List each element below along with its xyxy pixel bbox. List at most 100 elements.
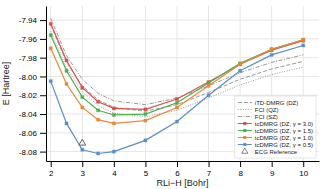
x-tick-mark bbox=[145, 161, 146, 167]
point bbox=[175, 97, 178, 100]
y-tick: -8.04 bbox=[19, 110, 46, 119]
y-tick: -7.98 bbox=[19, 54, 46, 63]
point bbox=[65, 82, 68, 85]
point bbox=[207, 81, 210, 84]
legend-item: tcDMRG (DZ, γ = 1.0) bbox=[238, 135, 313, 141]
legend-item: FCI (SZ) bbox=[238, 114, 278, 120]
x-tick-label: 3 bbox=[81, 169, 86, 178]
y-tick-label: -8.08 bbox=[19, 148, 38, 157]
series bbox=[79, 139, 86, 145]
x-tick-label: 2 bbox=[49, 169, 54, 178]
y-tick-label: -8.02 bbox=[19, 91, 38, 100]
point bbox=[112, 150, 115, 153]
grid-line-y bbox=[46, 20, 319, 21]
x-tick-mark bbox=[272, 161, 273, 167]
legend-item: tcDMRG (DZ, γ = 0.5) bbox=[238, 142, 313, 148]
point bbox=[81, 96, 84, 99]
legend-label: tcDMRG (DZ, γ = 1.0) bbox=[255, 135, 313, 141]
x-tick-mark bbox=[303, 161, 304, 167]
legend-swatch bbox=[238, 123, 252, 124]
legend-swatch bbox=[238, 144, 252, 145]
point bbox=[144, 108, 147, 111]
x-tick: 5 bbox=[144, 161, 149, 178]
legend-item: tcDMRG (DZ, γ = 1.5) bbox=[238, 128, 313, 134]
point bbox=[207, 84, 210, 87]
x-tick: 6 bbox=[175, 161, 180, 178]
point bbox=[175, 106, 178, 109]
legend-marker bbox=[243, 122, 246, 125]
y-tick-mark bbox=[40, 20, 46, 21]
y-tick: -7.94 bbox=[19, 16, 46, 25]
x-tick-mark bbox=[82, 161, 83, 167]
y-tick: -8.06 bbox=[19, 129, 46, 138]
y-tick-label: -7.98 bbox=[19, 54, 38, 63]
y-tick: -8.08 bbox=[19, 148, 46, 157]
x-tick-mark bbox=[209, 161, 210, 167]
x-axis: 2 3 4 5 6 7 8 9 10 bbox=[47, 161, 320, 178]
y-axis-title: E [Hartree] bbox=[1, 62, 11, 106]
point bbox=[96, 109, 99, 112]
y-tick-label: -8.00 bbox=[19, 73, 38, 82]
point bbox=[239, 63, 242, 66]
point bbox=[270, 49, 273, 52]
point bbox=[207, 94, 210, 97]
series bbox=[49, 34, 305, 117]
x-tick-mark bbox=[114, 161, 115, 167]
legend-item: FCI (QZ) bbox=[238, 107, 279, 113]
y-tick-mark bbox=[40, 76, 46, 77]
point bbox=[302, 44, 305, 47]
series bbox=[49, 38, 305, 125]
y-axis-line bbox=[46, 7, 47, 162]
point bbox=[112, 113, 115, 116]
point bbox=[270, 48, 273, 51]
legend-marker bbox=[243, 143, 246, 146]
x-tick-label: 7 bbox=[207, 169, 212, 178]
legend-marker bbox=[243, 129, 246, 132]
y-tick-mark bbox=[40, 58, 46, 59]
point bbox=[112, 107, 115, 110]
series bbox=[51, 18, 303, 104]
legend-label: iTD-DMRG (DZ) bbox=[255, 100, 298, 106]
y-tick: -8.02 bbox=[19, 91, 46, 100]
point bbox=[270, 48, 273, 51]
x-tick-label: 5 bbox=[144, 169, 149, 178]
x-tick: 9 bbox=[270, 161, 275, 178]
point bbox=[65, 122, 68, 125]
legend-marker bbox=[243, 136, 246, 139]
y-tick-label: -7.94 bbox=[19, 16, 38, 25]
point bbox=[175, 120, 178, 123]
y-tick-mark bbox=[40, 39, 46, 40]
x-tick-label: 9 bbox=[270, 169, 275, 178]
grid-line-x bbox=[145, 6, 146, 161]
x-axis-title: RLi−H [Bohr] bbox=[157, 178, 209, 188]
legend: iTD-DMRG (DZ)FCI (QZ)FCI (SZ)tcDMRG (DZ,… bbox=[235, 96, 316, 158]
y-tick-mark bbox=[40, 133, 46, 134]
point bbox=[96, 118, 99, 121]
x-tick-label: 10 bbox=[299, 169, 308, 178]
legend-item: tcDMRG (DZ, γ = 3.0) bbox=[238, 121, 313, 127]
legend-swatch bbox=[238, 102, 252, 103]
x-tick: 3 bbox=[81, 161, 86, 178]
x-tick-mark bbox=[240, 161, 241, 167]
series-line bbox=[51, 40, 303, 124]
point bbox=[144, 139, 147, 142]
y-tick-mark bbox=[40, 114, 46, 115]
x-tick: 4 bbox=[112, 161, 117, 178]
point bbox=[65, 69, 68, 72]
point bbox=[270, 53, 273, 56]
x-tick: 8 bbox=[238, 161, 243, 178]
series-line bbox=[51, 18, 303, 104]
point bbox=[49, 47, 52, 50]
point bbox=[302, 38, 305, 41]
point bbox=[239, 63, 242, 66]
y-tick-label: -7.96 bbox=[19, 35, 38, 44]
legend-item: iTD-DMRG (DZ) bbox=[238, 100, 298, 106]
point bbox=[112, 122, 115, 125]
x-tick-mark bbox=[177, 161, 178, 167]
legend-swatch bbox=[238, 109, 252, 110]
legend-label: tcDMRG (DZ, γ = 1.5) bbox=[255, 128, 313, 134]
point bbox=[49, 34, 52, 37]
y-tick-label: -8.04 bbox=[19, 110, 38, 119]
series-line bbox=[51, 31, 303, 116]
legend-label: FCI (SZ) bbox=[255, 114, 278, 120]
